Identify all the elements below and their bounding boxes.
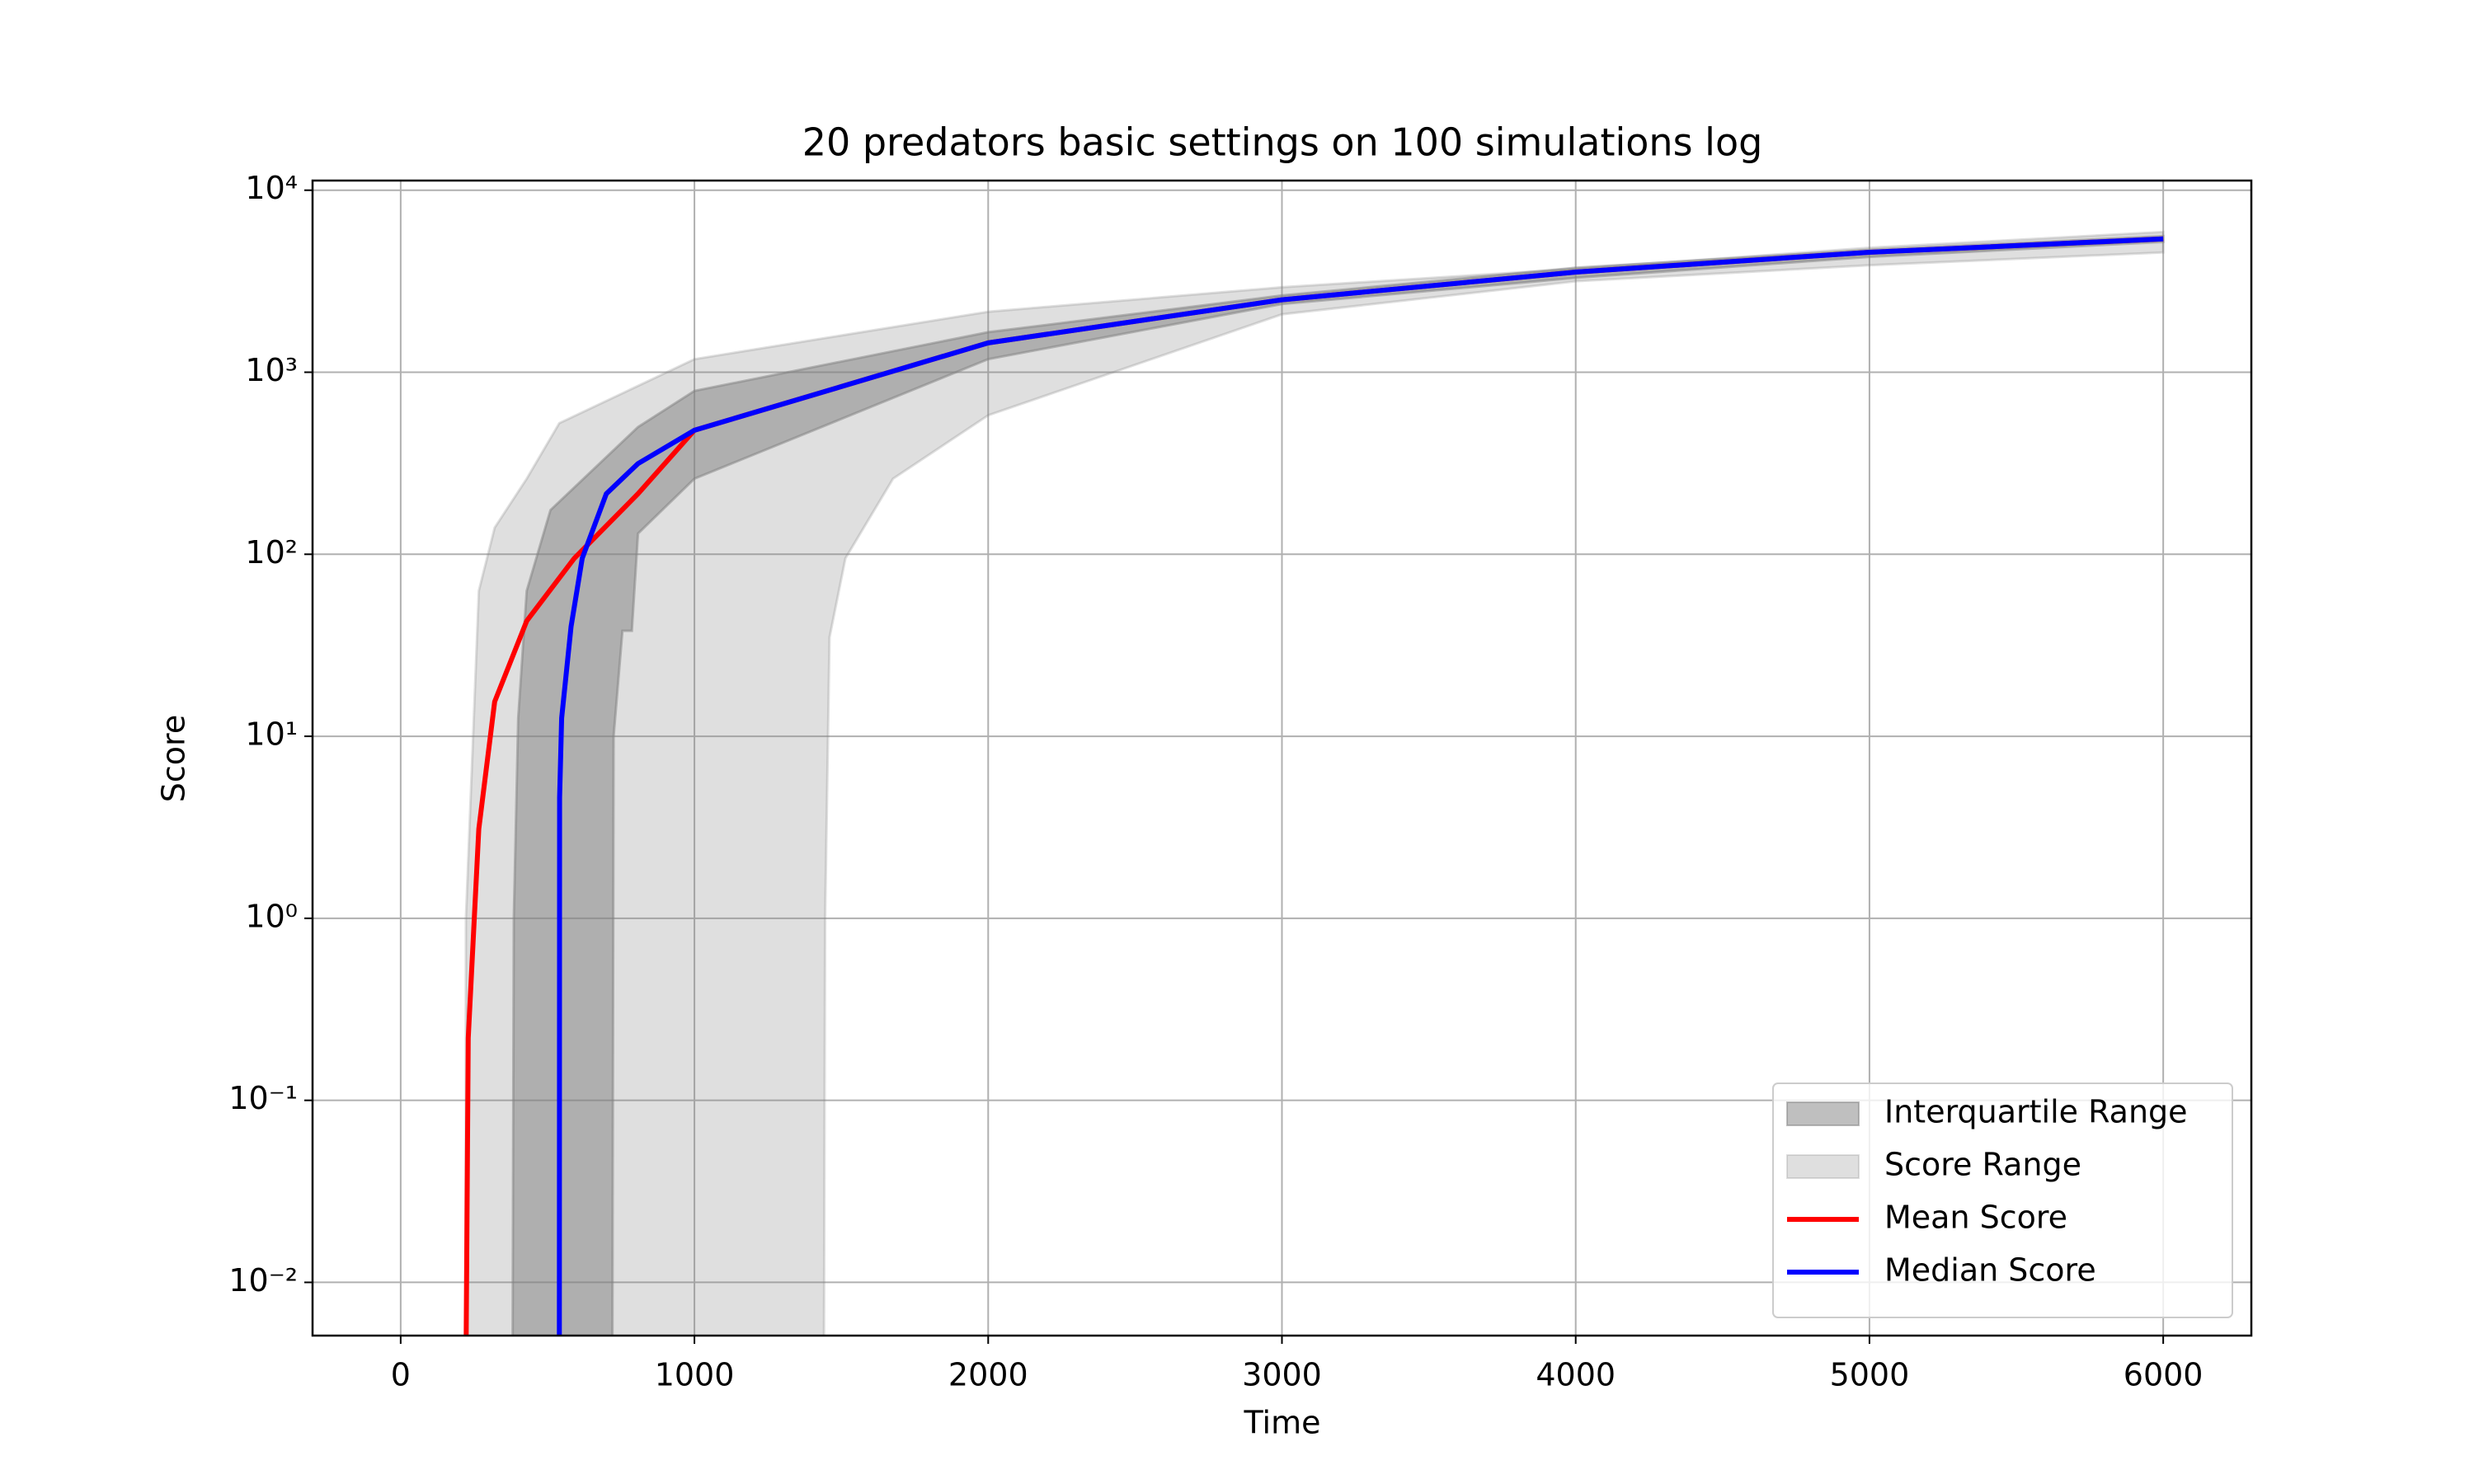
legend-label: Score Range bbox=[1884, 1147, 2081, 1183]
y-tick-label: 10¹ bbox=[245, 716, 298, 753]
y-tick-label: 10⁰ bbox=[245, 898, 298, 934]
plot-area bbox=[463, 230, 2165, 1336]
y-tick-label: 10³ bbox=[245, 352, 298, 388]
y-tick-label: 10⁴ bbox=[245, 170, 298, 206]
legend: Interquartile Range Score Range Mean Score… bbox=[1772, 1082, 2233, 1318]
legend-label: Mean Score bbox=[1884, 1200, 2067, 1236]
y-tick-label: 10² bbox=[245, 534, 298, 571]
grid bbox=[313, 181, 2251, 1336]
chart-title: 20 predators basic settings on 100 simul… bbox=[802, 120, 1763, 165]
ticks: 0 1000 2000 3000 4000 5000 6000 10⁻² 10⁻¹ 10⁰ 10¹ 1… bbox=[228, 170, 2203, 1392]
legend-label: Interquartile Range bbox=[1884, 1094, 2188, 1130]
x-tick-label: 1000 bbox=[655, 1357, 735, 1393]
legend-label: Median Score bbox=[1884, 1252, 2096, 1289]
x-tick-label: 2000 bbox=[948, 1357, 1028, 1393]
x-tick-label: 6000 bbox=[2124, 1357, 2204, 1393]
range-band bbox=[463, 230, 2165, 1336]
legend-box bbox=[1772, 1082, 2233, 1318]
y-axis-label: Score bbox=[156, 715, 192, 802]
x-axis-label: Time bbox=[1244, 1405, 1321, 1441]
legend-swatch bbox=[1786, 1101, 1860, 1126]
x-tick-label: 3000 bbox=[1242, 1357, 1322, 1393]
x-tick-label: 4000 bbox=[1536, 1357, 1616, 1393]
line bbox=[557, 236, 2164, 1336]
x-tick-label: 0 bbox=[391, 1357, 411, 1393]
legend-swatch bbox=[1786, 1154, 1860, 1179]
y-tick-label: 10⁻¹ bbox=[228, 1080, 298, 1116]
x-tick-label: 5000 bbox=[1830, 1357, 1910, 1393]
y-tick-label: 10⁻² bbox=[228, 1262, 298, 1298]
